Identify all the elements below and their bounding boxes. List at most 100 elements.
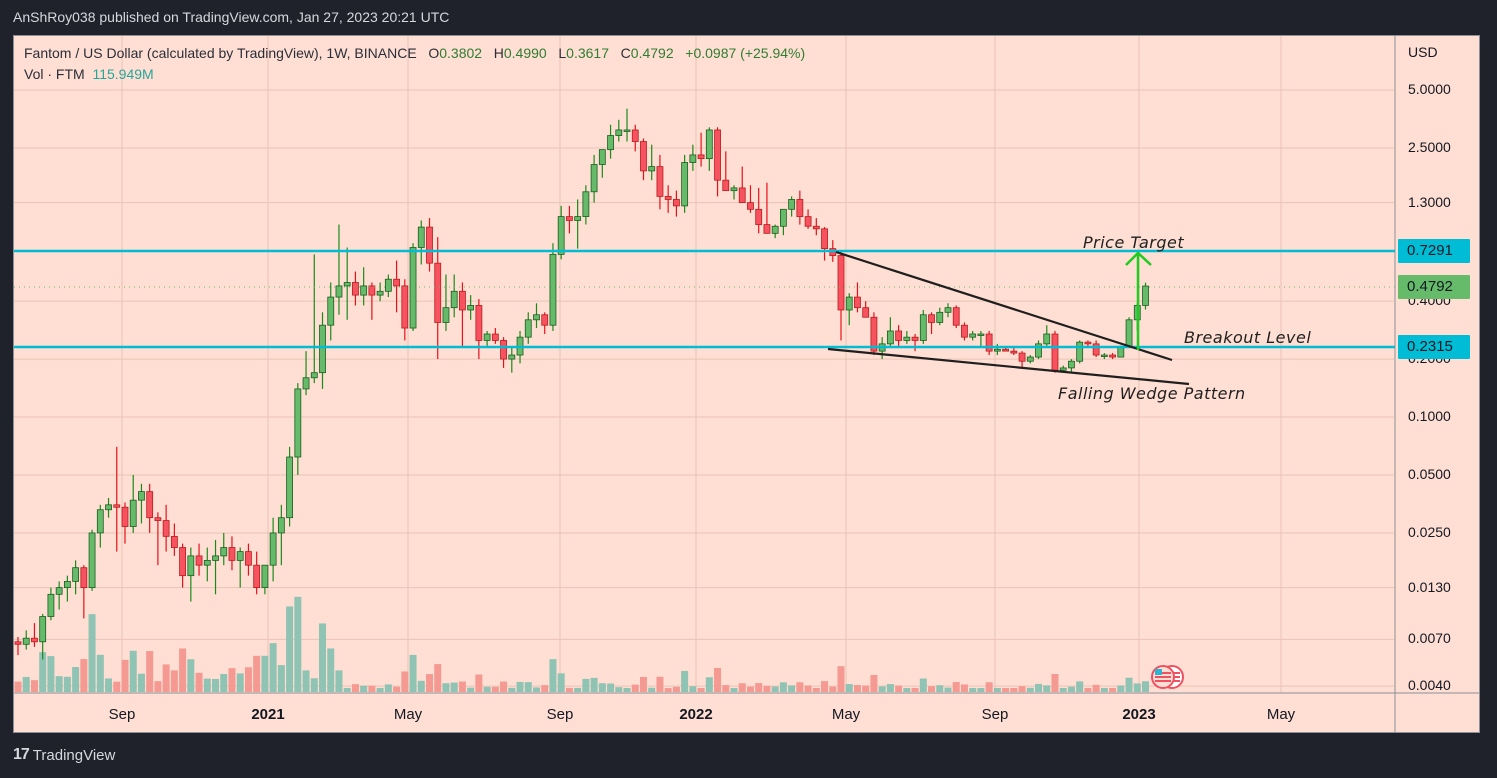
- candle-body[interactable]: [14, 641, 22, 645]
- candle-body[interactable]: [689, 154, 697, 163]
- candle-body[interactable]: [508, 354, 516, 360]
- candle-body[interactable]: [549, 253, 557, 326]
- candle-body[interactable]: [434, 262, 442, 323]
- candle-body[interactable]: [31, 637, 38, 643]
- candle-body[interactable]: [598, 149, 606, 165]
- candle-body[interactable]: [936, 311, 944, 323]
- candle-body[interactable]: [1125, 319, 1133, 348]
- candle-body[interactable]: [442, 307, 450, 323]
- candle-body[interactable]: [483, 333, 491, 341]
- us-economic-event-icon[interactable]: [1151, 665, 1184, 689]
- candle-body[interactable]: [1018, 352, 1026, 362]
- candle-body[interactable]: [417, 226, 425, 248]
- candle-body[interactable]: [590, 164, 598, 193]
- candle-body[interactable]: [903, 336, 911, 341]
- candle-body[interactable]: [911, 336, 919, 341]
- candle-body[interactable]: [747, 202, 754, 210]
- candle-body[interactable]: [755, 208, 763, 225]
- candle-body[interactable]: [368, 285, 376, 296]
- candle-body[interactable]: [788, 199, 796, 210]
- candle-body[interactable]: [88, 532, 96, 589]
- candle-body[interactable]: [557, 216, 565, 255]
- candle-body[interactable]: [631, 129, 639, 142]
- candle-body[interactable]: [39, 616, 47, 643]
- candle-body[interactable]: [80, 567, 88, 589]
- candle-body[interactable]: [154, 517, 162, 521]
- candle-body[interactable]: [1076, 341, 1084, 362]
- candle-body[interactable]: [360, 285, 368, 296]
- candle-body[interactable]: [1051, 333, 1059, 371]
- candle-body[interactable]: [195, 555, 203, 566]
- candle-body[interactable]: [491, 333, 499, 341]
- candle-body[interactable]: [615, 129, 623, 136]
- candle-body[interactable]: [541, 314, 549, 326]
- candle-body[interactable]: [55, 587, 63, 595]
- candle-body[interactable]: [738, 187, 746, 204]
- candle-body[interactable]: [977, 333, 985, 336]
- candle-body[interactable]: [796, 199, 804, 217]
- candle-body[interactable]: [475, 305, 483, 341]
- candle-body[interactable]: [302, 377, 310, 390]
- candle-body[interactable]: [459, 290, 466, 311]
- candle-body[interactable]: [566, 216, 573, 221]
- candle-body[interactable]: [245, 551, 252, 566]
- candle-body[interactable]: [228, 547, 236, 561]
- candle-body[interactable]: [352, 282, 359, 296]
- candle-body[interactable]: [895, 330, 903, 341]
- candle-body[interactable]: [574, 216, 582, 221]
- candle-body[interactable]: [286, 456, 293, 519]
- candle-body[interactable]: [170, 535, 178, 548]
- candle-body[interactable]: [730, 187, 738, 192]
- candle-body[interactable]: [919, 314, 927, 341]
- candle-body[interactable]: [862, 307, 870, 318]
- candle-body[interactable]: [121, 506, 129, 527]
- candle-body[interactable]: [384, 278, 392, 292]
- candle-body[interactable]: [236, 551, 244, 561]
- candle-body[interactable]: [220, 547, 228, 557]
- candle-body[interactable]: [714, 129, 721, 181]
- candle-body[interactable]: [187, 555, 195, 577]
- candle-body[interactable]: [582, 191, 590, 217]
- chart-frame[interactable]: [13, 35, 1480, 733]
- candle-body[interactable]: [1084, 341, 1092, 345]
- candle-body[interactable]: [450, 290, 458, 309]
- candle-body[interactable]: [1026, 356, 1034, 362]
- candle-body[interactable]: [870, 316, 878, 352]
- candle-body[interactable]: [673, 199, 680, 207]
- candle-body[interactable]: [1035, 343, 1042, 358]
- candle-body[interactable]: [985, 333, 993, 352]
- candle-body[interactable]: [854, 296, 861, 309]
- candle-body[interactable]: [944, 307, 952, 313]
- candle-body[interactable]: [203, 560, 211, 566]
- candle-body[interactable]: [1059, 367, 1067, 371]
- candle-body[interactable]: [705, 129, 713, 160]
- candle-body[interactable]: [623, 129, 631, 132]
- candle-body[interactable]: [821, 228, 828, 250]
- candle-body[interactable]: [837, 255, 845, 311]
- candle-body[interactable]: [656, 166, 664, 197]
- candle-body[interactable]: [310, 372, 318, 379]
- candle-body[interactable]: [393, 278, 400, 287]
- candle-body[interactable]: [129, 499, 137, 527]
- candle-body[interactable]: [845, 296, 853, 311]
- wedge-lower-trendline[interactable]: [827, 347, 1190, 386]
- wedge-upper-trendline[interactable]: [835, 250, 1173, 362]
- candle-body[interactable]: [961, 324, 968, 338]
- candle-body[interactable]: [401, 285, 409, 329]
- candle-body[interactable]: [993, 348, 1001, 352]
- candle-body[interactable]: [1068, 360, 1075, 369]
- candle-body[interactable]: [138, 491, 145, 501]
- candle-body[interactable]: [500, 340, 507, 360]
- candle-body[interactable]: [426, 226, 433, 264]
- candle-body[interactable]: [1002, 348, 1009, 352]
- candle-body[interactable]: [681, 162, 689, 207]
- candle-body[interactable]: [640, 141, 647, 172]
- candle-body[interactable]: [648, 166, 656, 172]
- candle-body[interactable]: [607, 135, 614, 151]
- candle-body[interactable]: [146, 491, 154, 519]
- candle-body[interactable]: [63, 581, 71, 589]
- candle-body[interactable]: [96, 509, 104, 534]
- candle-body[interactable]: [253, 564, 261, 589]
- candle-body[interactable]: [1010, 350, 1018, 354]
